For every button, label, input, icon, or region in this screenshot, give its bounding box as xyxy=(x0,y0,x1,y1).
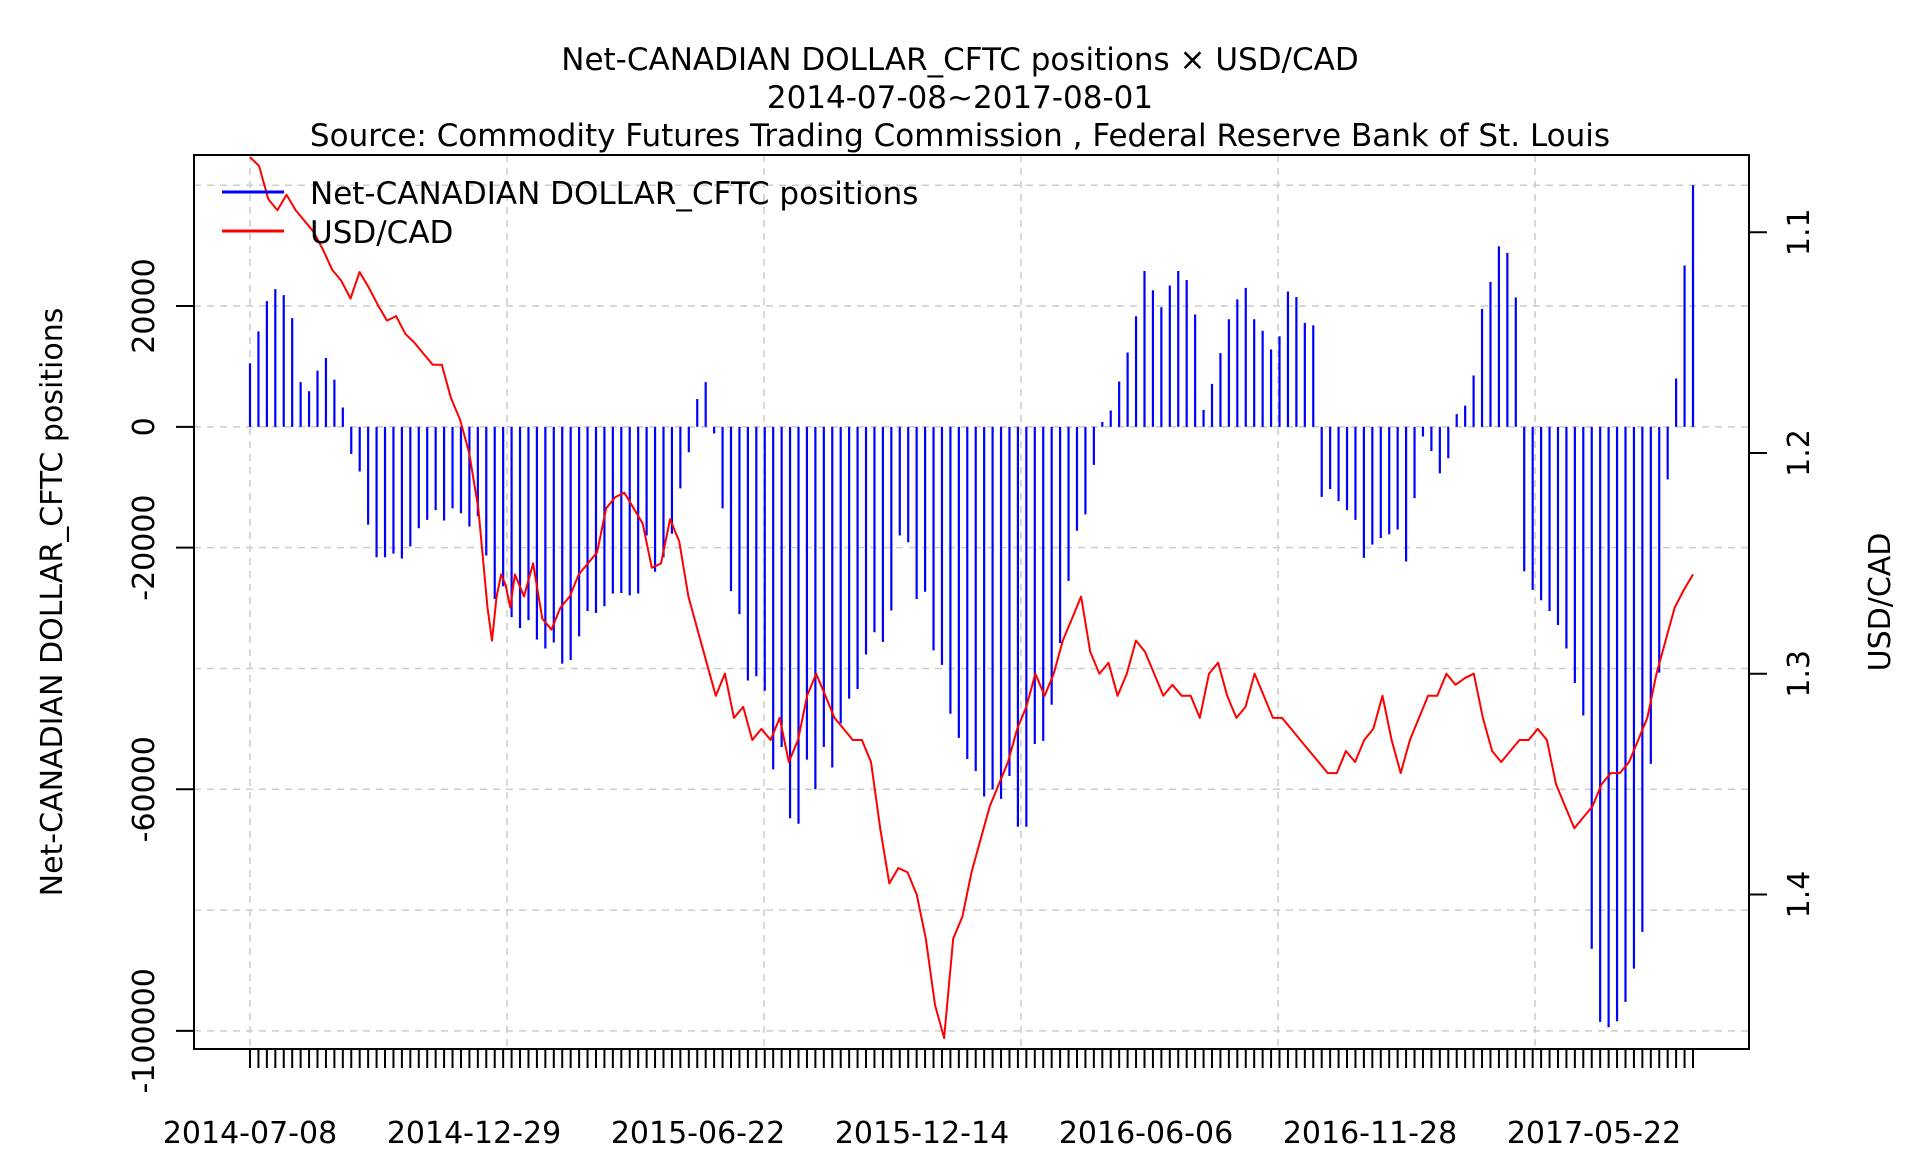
left-axis-tick-label: -100000 xyxy=(127,968,162,1093)
left-axis-tick-label: 20000 xyxy=(127,258,162,353)
legend: Net-CANADIAN DOLLAR_CFTC positions USD/C… xyxy=(222,176,918,251)
x-axis-tick-label: 2015-12-14 xyxy=(835,1116,1009,1151)
legend-label-usdcad: USD/CAD xyxy=(310,215,453,251)
line-series xyxy=(249,156,1694,1039)
left-axis-label: Net-CANADIAN DOLLAR_CFTC positions xyxy=(35,308,70,897)
x-axis-tick-label: 2017-05-22 xyxy=(1507,1116,1681,1151)
right-axis-tick-label: 1.1 xyxy=(1782,208,1817,256)
legend-label-positions: Net-CANADIAN DOLLAR_CFTC positions xyxy=(310,176,918,212)
chart-source: Source: Commodity Futures Trading Commis… xyxy=(310,118,1610,154)
left-axis: 20000 0 -20000 -60000 -100000 xyxy=(127,258,194,1094)
right-axis-tick-label: 1.3 xyxy=(1782,650,1817,698)
x-axis-tick-label: 2015-06-22 xyxy=(611,1116,785,1151)
x-axis-tick-label: 2016-11-28 xyxy=(1283,1116,1457,1151)
left-axis-tick-label: 0 xyxy=(127,417,162,436)
chart-title: Net-CANADIAN DOLLAR_CFTC positions × USD… xyxy=(561,42,1358,78)
bar-series xyxy=(248,185,1695,1028)
usdcad-line xyxy=(249,156,1694,1039)
x-axis-tick-label: 2014-12-29 xyxy=(387,1116,561,1151)
right-axis-tick-label: 1.2 xyxy=(1782,429,1817,477)
left-axis-tick-label: -60000 xyxy=(127,736,162,842)
plot-frame xyxy=(193,154,1750,1050)
x-axis-tick-label: 2014-07-08 xyxy=(163,1116,337,1151)
x-axis-tick-label: 2016-06-06 xyxy=(1059,1116,1233,1151)
left-axis-tick-label: -20000 xyxy=(127,495,162,601)
right-axis: 1.1 1.2 1.3 1.4 xyxy=(1749,208,1817,918)
x-axis: 2014-07-08 2014-12-29 2015-06-22 2015-12-14… xyxy=(163,1116,1681,1151)
right-axis-label: USD/CAD xyxy=(1863,533,1898,672)
date-tick-marks xyxy=(249,1049,1694,1068)
right-axis-tick-label: 1.4 xyxy=(1782,871,1817,919)
chart-subtitle: 2014-07-08~2017-08-01 xyxy=(767,80,1153,116)
